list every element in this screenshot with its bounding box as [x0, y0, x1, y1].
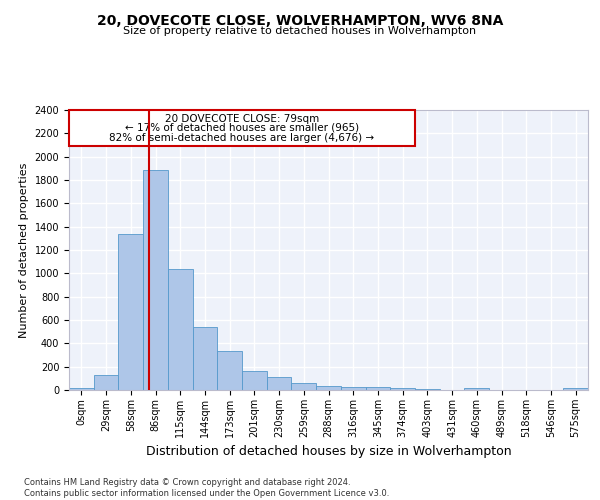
Bar — [316, 386, 341, 390]
Bar — [193, 327, 217, 390]
Bar — [292, 383, 316, 390]
Bar — [464, 388, 489, 390]
Text: ← 17% of detached houses are smaller (965): ← 17% of detached houses are smaller (96… — [125, 123, 359, 133]
Bar — [168, 268, 193, 390]
Bar — [217, 351, 242, 390]
Bar — [242, 371, 267, 390]
X-axis label: Distribution of detached houses by size in Wolverhampton: Distribution of detached houses by size … — [146, 446, 511, 458]
FancyBboxPatch shape — [69, 110, 415, 146]
Bar — [341, 387, 365, 390]
Bar — [390, 388, 415, 390]
Bar — [69, 388, 94, 390]
Bar — [143, 170, 168, 390]
Y-axis label: Number of detached properties: Number of detached properties — [19, 162, 29, 338]
Text: Size of property relative to detached houses in Wolverhampton: Size of property relative to detached ho… — [124, 26, 476, 36]
Bar — [365, 388, 390, 390]
Bar — [94, 376, 118, 390]
Text: 20, DOVECOTE CLOSE, WOLVERHAMPTON, WV6 8NA: 20, DOVECOTE CLOSE, WOLVERHAMPTON, WV6 8… — [97, 14, 503, 28]
Bar — [563, 388, 588, 390]
Text: 20 DOVECOTE CLOSE: 79sqm: 20 DOVECOTE CLOSE: 79sqm — [165, 114, 319, 124]
Text: Contains HM Land Registry data © Crown copyright and database right 2024.
Contai: Contains HM Land Registry data © Crown c… — [24, 478, 389, 498]
Bar — [267, 377, 292, 390]
Bar — [118, 234, 143, 390]
Bar — [415, 388, 440, 390]
Text: 82% of semi-detached houses are larger (4,676) →: 82% of semi-detached houses are larger (… — [109, 134, 374, 143]
